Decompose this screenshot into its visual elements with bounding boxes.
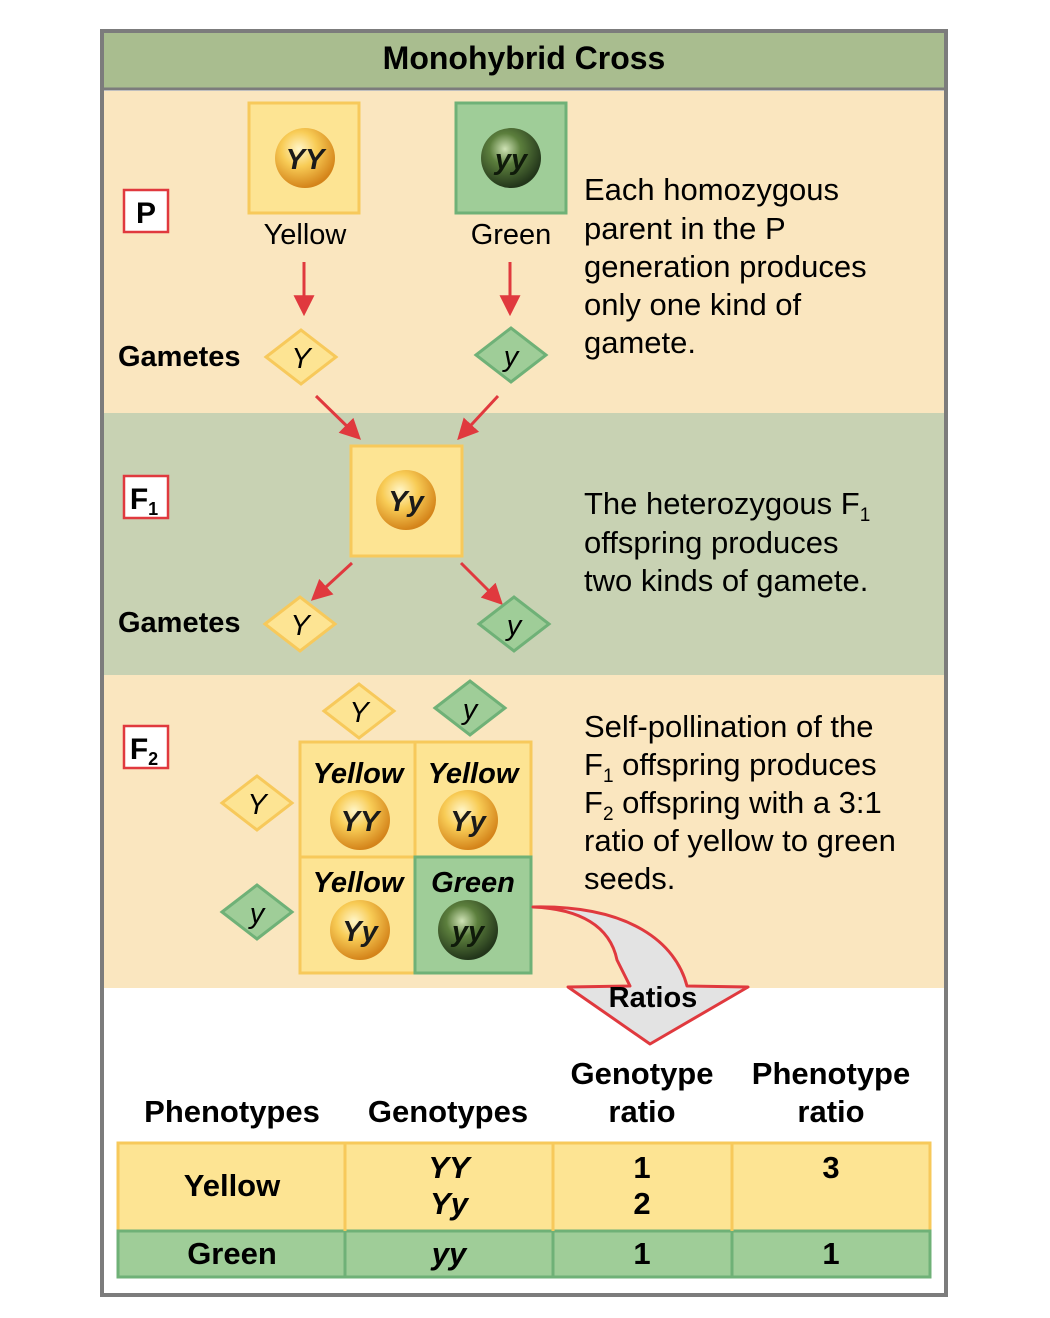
f1-gamete1: Y [290, 610, 312, 642]
table-cell-phenotype: Green [187, 1236, 277, 1271]
f2-row-gamete-green-diamond [219, 883, 295, 941]
header-phenotype-ratio: ratio [797, 1094, 864, 1129]
f2-note-line: F1 offspring produces [584, 747, 877, 787]
p-note-line: parent in the P [584, 211, 786, 246]
p-label-box [122, 188, 170, 234]
header-band [104, 33, 944, 88]
parent1-genotype: YY [286, 144, 327, 176]
table-cell-genotype: yy [430, 1236, 468, 1271]
f1-note-line: two kinds of gamete. [584, 563, 868, 598]
ratios-table: Yellow YY Yy 1 2 3 Green yy 1 1 [116, 1141, 932, 1279]
p-note-line: Each homozygous [584, 172, 839, 207]
ratios-arrow [531, 905, 750, 1046]
f1-note-line: offspring produces [584, 525, 838, 560]
f2-col-gamete-yellow-diamond [321, 682, 397, 740]
p-note-line: only one kind of [584, 287, 802, 322]
punnett-phenotype: Yellow [313, 758, 406, 790]
p-gamete2: y [502, 341, 520, 373]
f1-offspring-genotype: Yy [388, 486, 425, 518]
f2-col-gamete: y [461, 694, 479, 726]
punnett-genotype: yy [450, 916, 486, 948]
f2-row-gamete: Y [247, 789, 269, 821]
p-gamete1: Y [291, 343, 313, 375]
ratios-label: Ratios [609, 982, 698, 1014]
p-gametes-label: Gametes [118, 341, 241, 373]
parent2-phenotype: Green [471, 219, 552, 251]
parent2-genotype: yy [493, 144, 529, 176]
green-pea-icon [438, 900, 498, 960]
table-cell-phenotype-ratio: 3 [822, 1150, 839, 1185]
table-cell-phenotype-ratio: 1 [822, 1236, 839, 1271]
f1-gamete2: y [505, 610, 523, 642]
table-cell-genotype-ratio: 1 [633, 1150, 650, 1185]
header-genotype-ratio: ratio [608, 1094, 675, 1129]
f2-note-line: Self-pollination of the [584, 709, 874, 744]
punnett-genotype: YY [341, 806, 382, 838]
f2-note-line: seeds. [584, 861, 675, 896]
p-gamete-yellow-diamond [263, 328, 339, 386]
f1-label: F1 [130, 483, 158, 519]
f2-row-gamete: y [248, 898, 266, 930]
punnett-square: Yellow YY Yellow Yy Yellow Yy Green yy [298, 740, 533, 975]
punnett-phenotype: Yellow [313, 867, 406, 899]
green-pea-icon [481, 128, 541, 188]
table-cell-genotype-ratio: 1 [633, 1236, 650, 1271]
table-cell-genotype: YY [428, 1150, 473, 1185]
table-cell-genotype: Yy [430, 1186, 470, 1221]
yellow-pea-icon [330, 900, 390, 960]
yellow-pea-icon [438, 790, 498, 850]
arrow-to-f1-left [314, 394, 362, 440]
ratios-table-headers: Phenotypes Genotypes Genotype ratio Phen… [144, 1056, 910, 1129]
f1-note: The heterozygous F1 offspring produces t… [584, 486, 870, 598]
header-genotypes: Genotypes [368, 1094, 528, 1129]
arrow-f1-right [459, 561, 503, 605]
p-note: Each homozygous parent in the P generati… [584, 172, 867, 360]
f2-note: Self-pollination of the F1 offspring pro… [584, 709, 896, 896]
f1-label-box [122, 474, 170, 520]
punnett-phenotype: Yellow [428, 758, 521, 790]
diagram-title: Monohybrid Cross [383, 40, 666, 76]
table-cell-genotype-ratio: 2 [633, 1186, 650, 1221]
p-gamete-green-diamond [473, 326, 549, 384]
header-phenotypes: Phenotypes [144, 1094, 320, 1129]
arrow-f1-left [310, 561, 354, 601]
parent1-phenotype: Yellow [264, 219, 348, 251]
p-label: P [136, 197, 156, 230]
f1-gamete-green-diamond [476, 595, 552, 653]
yellow-pea-icon [330, 790, 390, 850]
f2-col-gamete: Y [349, 697, 371, 729]
f2-note-line: ratio of yellow to green [584, 823, 896, 858]
punnett-genotype: Yy [450, 806, 487, 838]
p-note-line: generation produces [584, 249, 867, 284]
header-phenotype-ratio: Phenotype [752, 1056, 910, 1091]
table-row-green [116, 1229, 932, 1279]
f2-col-gamete-green-diamond [432, 679, 508, 737]
punnett-genotype: Yy [342, 916, 379, 948]
yellow-pea-icon [376, 470, 436, 530]
yellow-pea-icon [275, 128, 335, 188]
f1-gamete-yellow-diamond [262, 595, 338, 653]
f1-offspring-box [349, 444, 464, 558]
f2-note-line: F2 offspring with a 3:1 [584, 785, 882, 825]
f2-row-gamete-yellow-diamond [219, 774, 295, 832]
f2-label: F2 [130, 733, 158, 769]
f1-note-line: The heterozygous F1 [584, 486, 870, 526]
arrow-to-f1-right [457, 394, 500, 441]
punnett-phenotype: Green [431, 867, 515, 899]
f2-label-box [122, 724, 170, 770]
p-note-line: gamete. [584, 325, 696, 360]
f1-gametes-label: Gametes [118, 607, 241, 639]
table-cell-phenotype: Yellow [184, 1168, 281, 1203]
header-genotype-ratio: Genotype [571, 1056, 714, 1091]
